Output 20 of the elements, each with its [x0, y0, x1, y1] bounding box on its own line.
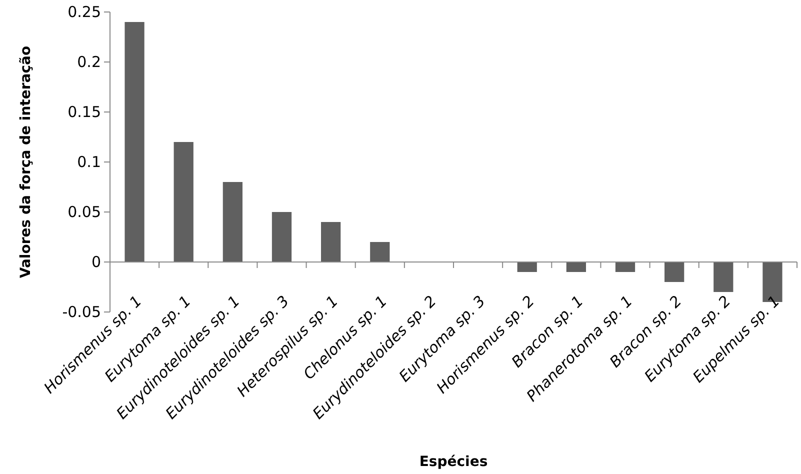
- x-axis-title: Espécies: [419, 454, 488, 470]
- y-axis-title: Valores da força de interação: [18, 46, 34, 278]
- y-tick-label: -0.05: [62, 302, 101, 321]
- y-tick-label: 0.15: [68, 102, 101, 121]
- bar: [174, 142, 194, 262]
- y-tick-label: 0: [91, 252, 101, 271]
- bar: [124, 22, 144, 262]
- bar: [517, 262, 537, 272]
- bar: [272, 212, 292, 262]
- bar: [370, 242, 390, 262]
- y-tick-label: 0.2: [77, 52, 101, 71]
- bar: [321, 222, 341, 262]
- bar: [566, 262, 586, 272]
- bar: [222, 182, 242, 262]
- y-tick-label: 0.05: [68, 202, 101, 221]
- y-tick-label: 0.25: [68, 2, 101, 21]
- bar: [664, 262, 684, 282]
- y-tick-label: 0.1: [77, 152, 101, 171]
- bar: [615, 262, 636, 272]
- bar: [714, 262, 734, 292]
